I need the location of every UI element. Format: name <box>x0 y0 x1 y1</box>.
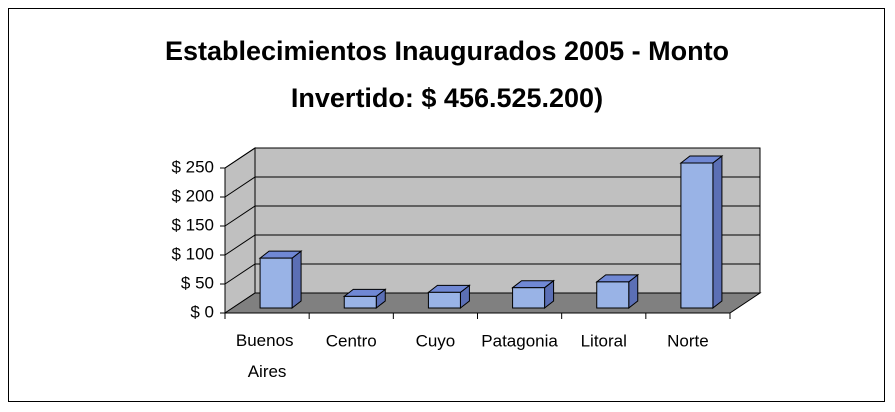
side-wall <box>224 147 256 314</box>
chart-title: Establecimientos Inaugurados 2005 - Mont… <box>164 36 730 113</box>
y-tick-label: $ 50 <box>181 273 214 292</box>
y-tick-label: $ 0 <box>190 302 214 321</box>
grid-line <box>224 176 760 198</box>
y-tick-label: $ 200 <box>171 186 214 205</box>
grid-line <box>224 147 760 169</box>
x-tick-label: Norte <box>667 331 709 350</box>
y-tick-label: $ 100 <box>171 244 214 263</box>
x-tick-label: Patagonia <box>481 331 558 350</box>
bar-side <box>712 154 723 310</box>
chart-frame <box>8 8 885 402</box>
bar <box>596 281 630 309</box>
bar <box>512 287 546 309</box>
bar <box>427 291 461 309</box>
bar <box>259 257 293 309</box>
bar <box>343 295 377 309</box>
y-tick-label: $ 250 <box>171 157 214 176</box>
floor <box>223 292 762 314</box>
x-tick-label: Centro <box>326 331 377 350</box>
grid-line <box>224 205 760 227</box>
bar <box>680 162 714 309</box>
x-tick-label: Litoral <box>581 331 627 350</box>
y-tick-label: $ 150 <box>171 215 214 234</box>
grid-line <box>224 234 760 256</box>
bar-side <box>291 250 302 310</box>
x-tick-label: Cuyo <box>416 331 456 350</box>
x-tick-label: Buenos Aires <box>236 331 298 381</box>
grid-line <box>224 263 760 285</box>
